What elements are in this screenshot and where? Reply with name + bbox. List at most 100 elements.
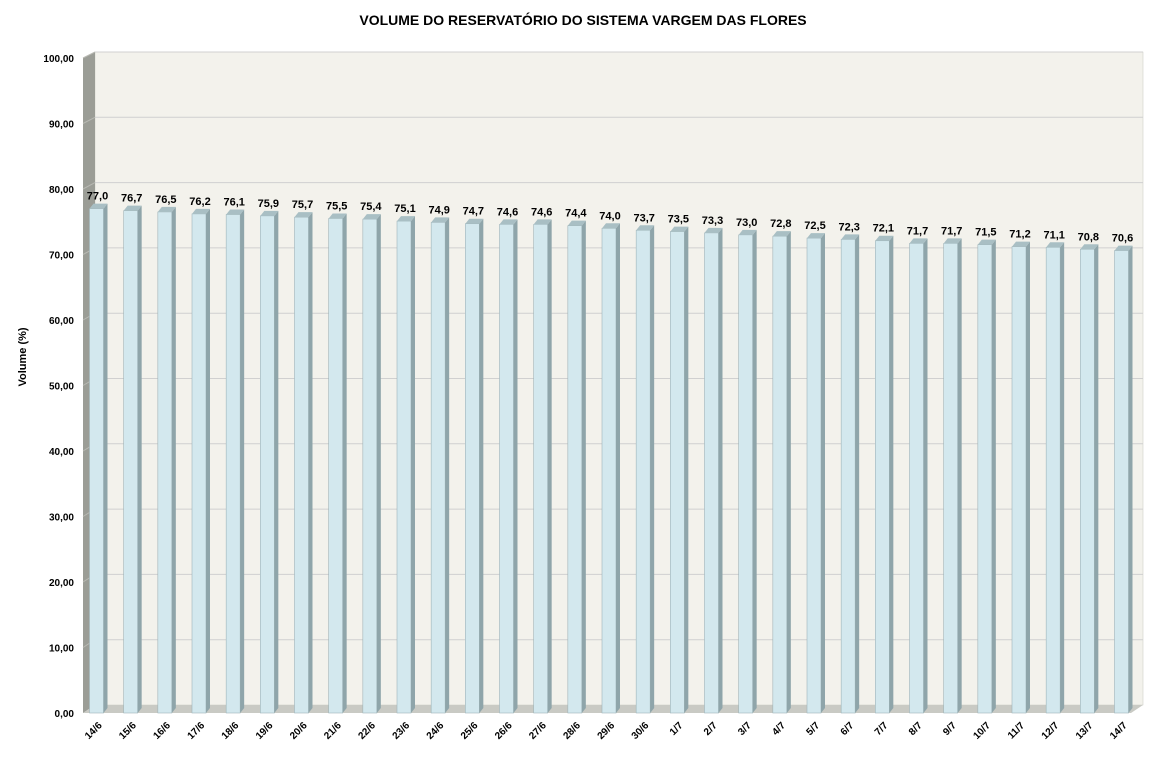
- x-tick-label: 15/6: [117, 720, 139, 742]
- bar-top: [362, 214, 381, 220]
- x-tick-label: 13/7: [1074, 720, 1096, 742]
- x-tick-label: 27/6: [527, 720, 549, 742]
- bar: [943, 243, 958, 714]
- x-tick-label: 19/6: [254, 720, 276, 742]
- data-label: 70,6: [1112, 233, 1133, 245]
- bar-top: [567, 220, 586, 226]
- data-label: 76,5: [155, 194, 176, 206]
- bar: [909, 243, 924, 714]
- data-label: 75,9: [258, 198, 279, 210]
- bar-side: [479, 218, 484, 713]
- x-tick-label: 29/6: [596, 720, 618, 742]
- x-tick-label: 18/6: [220, 720, 242, 742]
- data-label: 73,0: [736, 217, 757, 229]
- bar: [704, 232, 719, 714]
- y-axis-label: Volume (%): [17, 327, 29, 386]
- bar-top: [704, 227, 723, 233]
- bar: [89, 208, 104, 714]
- bar-side: [786, 231, 791, 713]
- bar: [465, 223, 480, 714]
- bar-top: [636, 225, 655, 231]
- bar: [772, 235, 788, 714]
- data-labels: 77,0 76,7 76,5 76,2 76,1 75,9 75,7 75,5 75,4 75,1…: [87, 191, 1133, 245]
- data-label: 74,6: [497, 206, 518, 218]
- bar: [328, 218, 343, 714]
- bar: [601, 228, 617, 714]
- x-tick-label: 14/6: [83, 720, 105, 742]
- data-label: 75,1: [394, 203, 415, 215]
- y-tick-label: 0,00: [55, 709, 75, 720]
- bar-side: [308, 212, 313, 714]
- data-label: 74,9: [428, 204, 449, 216]
- x-tick-label: 2/7: [702, 720, 720, 738]
- bar-top: [157, 206, 176, 212]
- bar-side: [991, 239, 996, 714]
- x-tick-label: 7/7: [873, 720, 891, 738]
- data-label: 75,5: [326, 200, 347, 212]
- bar-top: [1046, 242, 1065, 248]
- bar-top: [841, 234, 860, 240]
- bar-top: [977, 239, 996, 245]
- bar-side: [1128, 245, 1133, 713]
- bar-side: [616, 223, 620, 714]
- bar-side: [137, 205, 142, 714]
- x-tick-label: 21/6: [322, 720, 344, 742]
- bar-top: [1080, 244, 1099, 250]
- bar-side: [171, 206, 176, 714]
- bar: [191, 213, 207, 714]
- data-label: 76,1: [223, 197, 244, 209]
- y-tick-label: 30,00: [49, 513, 74, 524]
- y-tick-label: 90,00: [49, 120, 74, 131]
- bar: [635, 229, 651, 714]
- x-axis-ticks: 14/6 15/6 16/6 17/6 18/6 19/6 20/6 21/6 22/6 23/6…: [83, 720, 1130, 742]
- x-tick-label: 20/6: [288, 720, 310, 742]
- bar: [977, 244, 993, 714]
- bar-top: [123, 205, 142, 211]
- bar: [260, 215, 275, 714]
- bar-side: [513, 219, 518, 713]
- bar: [157, 211, 173, 714]
- x-tick-label: 6/7: [839, 720, 857, 738]
- bar-top: [943, 238, 962, 244]
- bar-top: [772, 231, 791, 237]
- bar: [1045, 246, 1061, 714]
- data-label: 71,2: [1009, 229, 1030, 241]
- x-tick-label: 14/7: [1108, 720, 1130, 742]
- bar: [499, 224, 514, 714]
- data-label: 74,0: [599, 210, 620, 222]
- bar-top: [499, 219, 518, 225]
- x-tick-label: 25/6: [459, 720, 481, 742]
- data-label: 73,5: [668, 214, 689, 226]
- x-tick-label: 28/6: [561, 720, 583, 742]
- data-label: 74,7: [463, 206, 484, 218]
- bar-side: [855, 234, 860, 713]
- y-tick-label: 100,00: [43, 54, 74, 65]
- bar-side: [547, 219, 552, 713]
- data-label: 72,8: [770, 218, 791, 230]
- bar-side: [1094, 244, 1099, 713]
- bar-side: [581, 220, 586, 713]
- gridline-side: [82, 182, 96, 190]
- x-tick-label: 11/7: [1006, 720, 1027, 741]
- bar-top: [602, 223, 620, 229]
- bar-side: [889, 235, 894, 713]
- bar: [533, 224, 548, 714]
- data-label: 77,0: [87, 191, 108, 203]
- bar: [1080, 248, 1095, 714]
- bar: [567, 225, 583, 714]
- bar: [840, 239, 856, 714]
- bar: [396, 220, 412, 714]
- data-label: 72,3: [838, 221, 859, 233]
- data-label: 73,3: [702, 215, 723, 227]
- data-label: 73,7: [633, 212, 654, 224]
- bar-top: [909, 238, 928, 244]
- bar-top: [465, 218, 484, 224]
- bar: [738, 234, 753, 714]
- data-label: 72,1: [873, 223, 894, 235]
- bar-top: [192, 208, 210, 214]
- bar-side: [445, 217, 450, 713]
- y-tick-label: 40,00: [49, 447, 74, 458]
- x-tick-label: 12/7: [1040, 720, 1062, 742]
